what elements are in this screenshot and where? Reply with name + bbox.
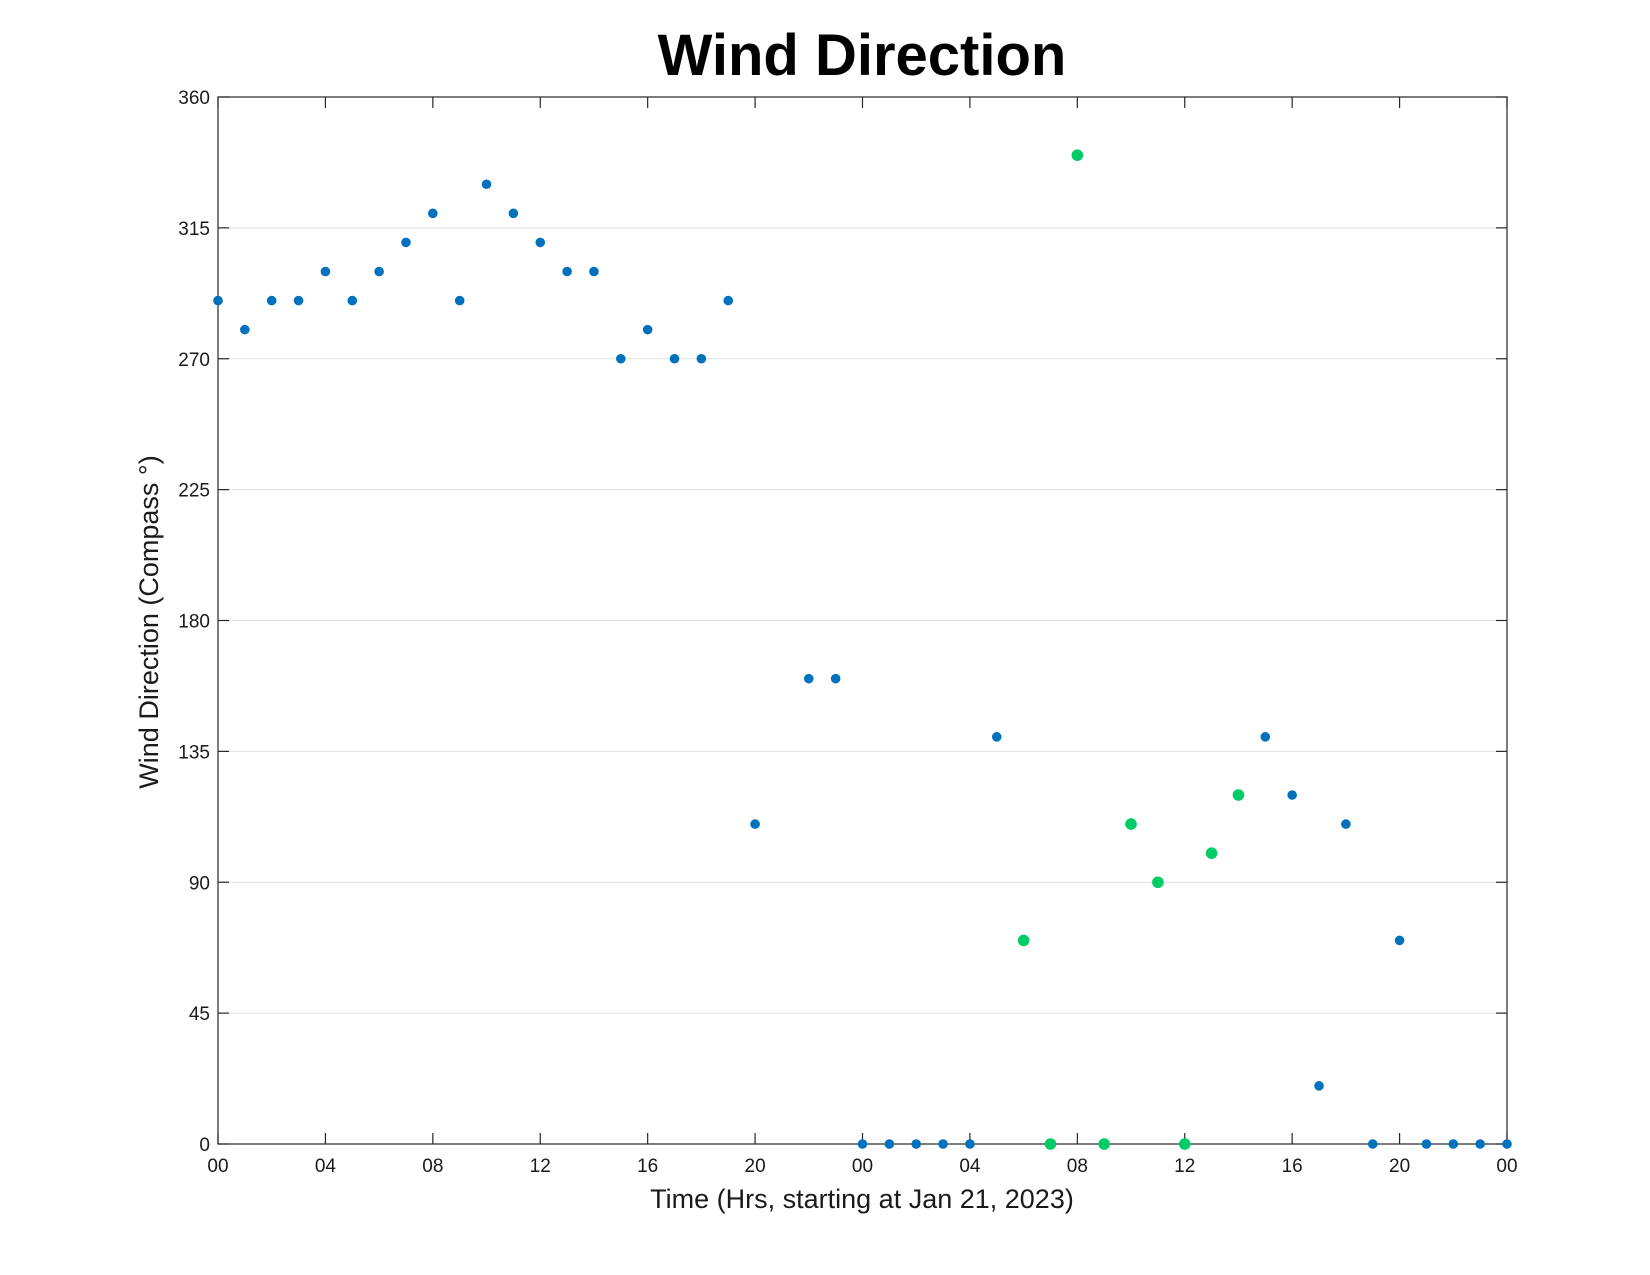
x-tick-label: 00 [852,1156,873,1177]
data-point-green [1098,1138,1110,1150]
data-point-blue [750,819,760,829]
data-point-blue [803,673,814,684]
x-tick-label: 08 [1067,1156,1088,1177]
data-point-blue [454,295,465,306]
y-tick-label: 270 [178,350,210,371]
y-tick-label: 225 [178,481,210,502]
data-point-blue [428,208,438,219]
data-point-green [1205,847,1218,859]
y-tick-label: 90 [189,873,210,894]
y-tick-label: 180 [178,612,210,633]
data-point-blue [1448,1139,1459,1149]
data-point-blue [991,732,1002,742]
data-point-blue [1475,1139,1485,1149]
x-axis-label: Time (Hrs, starting at Jan 21, 2023) [650,1184,1074,1214]
chart-title: Wind Direction [658,23,1067,88]
data-point-blue [562,266,572,277]
data-point-blue [884,1139,895,1149]
x-tick-label: 04 [959,1156,981,1177]
x-tick-label: 04 [315,1156,337,1177]
data-point-blue [1421,1139,1432,1149]
data-point-blue [723,295,734,306]
data-points [213,149,1512,1150]
data-point-blue [1502,1139,1512,1149]
y-tick-label: 360 [178,88,210,109]
data-point-green [1232,789,1245,801]
axis-ticks: 0 45 90 135 180 225 270 315 360 00 04 08 12 16 20 00 04 0… [178,88,1517,1177]
data-point-blue [1287,790,1297,800]
data-point-blue [938,1139,948,1149]
data-point-blue [481,179,492,190]
data-point-green [1178,1138,1191,1150]
data-point-green [1044,1138,1057,1150]
y-tick-label: 45 [189,1004,210,1025]
data-point-blue [320,266,331,277]
data-point-blue [213,295,223,306]
data-point-blue [616,353,626,364]
x-tick-label: 00 [207,1156,228,1177]
data-point-blue [347,295,358,306]
data-point-blue [642,324,653,335]
x-tick-label: 20 [745,1156,766,1177]
data-point-blue [401,237,411,248]
data-point-blue [1260,732,1271,742]
data-point-blue [857,1139,868,1149]
data-point-green [1152,876,1164,889]
data-point-blue [1367,1139,1378,1149]
data-point-blue [1341,819,1351,829]
x-tick-label: 16 [637,1156,658,1177]
data-point-blue [1394,935,1405,946]
data-point-blue [696,353,707,364]
data-point-green [1125,818,1137,830]
x-tick-label: 12 [530,1156,551,1177]
x-tick-label: 00 [1496,1156,1517,1177]
data-point-green [1071,149,1084,161]
x-tick-label: 16 [1282,1156,1303,1177]
x-tick-label: 12 [1174,1156,1195,1177]
data-point-blue [589,266,599,277]
grid-lines [218,96,1507,1145]
data-point-blue [508,208,519,219]
data-point-blue [669,353,680,364]
data-point-blue [374,266,384,277]
data-point-blue [293,295,304,306]
y-axis-label: Wind Direction (Compass °) [134,455,164,788]
data-point-green [1017,934,1030,947]
y-tick-label: 0 [199,1135,210,1156]
data-point-blue [830,673,841,684]
data-point-blue [266,295,277,306]
data-point-blue [240,324,250,335]
x-tick-label: 20 [1389,1156,1410,1177]
data-point-blue [1314,1081,1324,1091]
y-tick-label: 315 [178,219,210,240]
y-tick-label: 135 [178,742,210,763]
data-point-blue [965,1139,975,1149]
x-tick-label: 08 [422,1156,443,1177]
data-point-blue [535,237,546,248]
data-point-blue [911,1139,922,1149]
